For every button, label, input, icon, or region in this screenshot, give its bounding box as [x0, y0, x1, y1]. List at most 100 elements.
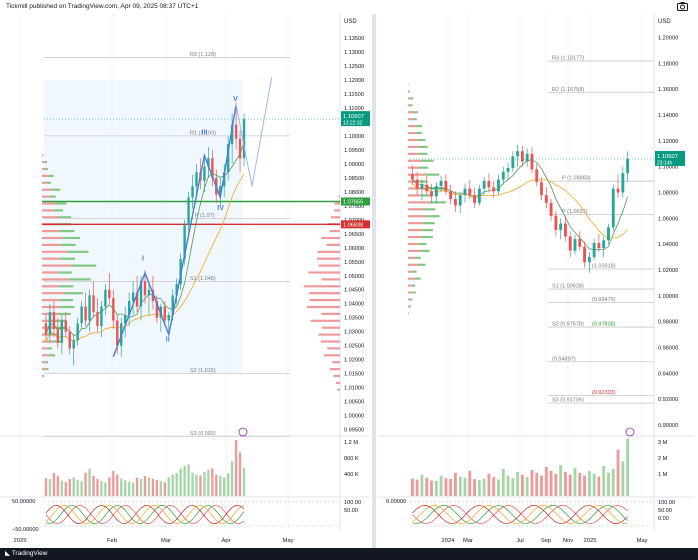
- volume-profile-bar: [334, 202, 340, 205]
- candle-body: [473, 195, 476, 203]
- volume-profile-bar: [303, 285, 340, 288]
- volume-profile-bar: [418, 242, 427, 246]
- volume-bar: [199, 475, 202, 496]
- volume-profile-bar: [418, 152, 428, 155]
- volume-bar: [449, 478, 453, 496]
- volume-bar: [573, 467, 577, 496]
- volume-profile-bar: [42, 285, 60, 288]
- candle-body: [611, 188, 615, 228]
- volume-bar: [549, 470, 553, 496]
- right-chart-pane[interactable]: USD 1.20000 1.18000 1.16000 1.14000 1.12000 1.…: [378, 12, 698, 548]
- pivot-level-label: (1.03918): [592, 264, 616, 270]
- volume-profile-bar: [418, 145, 428, 148]
- candle-body: [108, 289, 111, 299]
- candle-body: [143, 281, 147, 296]
- candle-body: [454, 198, 457, 206]
- candle-body: [506, 167, 510, 172]
- volume-profile-bar: [308, 292, 340, 295]
- pivot-level-label: R1 (1.100): [190, 130, 216, 136]
- price-tick-label: 1.13500: [344, 36, 364, 42]
- candle-body: [410, 174, 414, 180]
- volume-profile-bar: [408, 180, 419, 183]
- time-axis-label: Mar: [463, 538, 473, 544]
- time-axis-label: Feb: [107, 538, 117, 544]
- volume-profile-bar: [42, 250, 68, 253]
- volume-bar: [104, 482, 107, 496]
- volume-profile-bar: [42, 368, 46, 371]
- volume-profile-bar: [422, 222, 435, 225]
- volume-profile-bar: [47, 347, 52, 350]
- candle-body: [434, 186, 438, 197]
- price-tick-label: 1.16000: [658, 87, 678, 93]
- price-tick-label: 1.12000: [658, 139, 678, 145]
- volume-profile-bar: [60, 257, 76, 260]
- volume-profile-bar: [422, 159, 434, 162]
- volume-bar: [80, 481, 83, 496]
- volume-bar: [127, 481, 131, 496]
- volume-profile-bar: [310, 319, 340, 322]
- volume-profile-bar: [42, 195, 50, 198]
- volume-profile-bar: [408, 138, 418, 142]
- candle-body: [420, 184, 424, 189]
- price-tick-label: 1.13000: [344, 50, 364, 56]
- volume-bar: [487, 473, 491, 496]
- left-chart-pane[interactable]: USD 1.13500 1.13000 1.12500 1.12000 1.11500 1.…: [0, 14, 380, 548]
- price-tick-label: 1.04500: [344, 288, 364, 294]
- candle-body: [616, 188, 620, 193]
- volume-profile-bar: [67, 250, 89, 253]
- volume-tick-label: 3 M: [658, 440, 668, 446]
- moving-average-fast: [412, 159, 628, 251]
- time-axis-label: Sep: [541, 538, 551, 544]
- candle-body: [60, 320, 64, 343]
- left-chart-svg[interactable]: USD 1.13500 1.13000 1.12500 1.12000 1.11500 1.…: [0, 14, 380, 548]
- candle-body: [501, 171, 505, 180]
- volume-profile-bar: [428, 201, 447, 204]
- volume-bar: [592, 473, 596, 496]
- volume-profile-bar: [410, 298, 413, 301]
- candle-body: [444, 180, 448, 192]
- price-tick-label: 1.04000: [658, 242, 678, 248]
- candle-body: [430, 191, 433, 197]
- volume-profile-bar: [68, 278, 91, 281]
- volume-profile-bar: [408, 298, 411, 301]
- pane-divider[interactable]: [372, 14, 376, 548]
- right-chart-svg[interactable]: USD 1.20000 1.18000 1.16000 1.14000 1.12000 1.…: [378, 12, 698, 548]
- volume-profile-bar: [408, 291, 413, 294]
- oscillator-readout: 50.00000: [12, 499, 35, 505]
- price-tick-label: 0.92000: [658, 397, 678, 403]
- candle-body: [492, 187, 496, 192]
- camera-icon[interactable]: [677, 2, 688, 11]
- volume-profile-bar: [321, 326, 340, 329]
- price-tick-label: 1.14000: [658, 113, 678, 119]
- volume-profile-bar: [410, 104, 413, 107]
- candle-body: [573, 239, 577, 251]
- last-price-value: 1.10607: [343, 114, 364, 120]
- candle-body: [56, 328, 60, 343]
- volume-profile-bar: [42, 333, 51, 336]
- volume-profile-bar: [71, 264, 97, 267]
- volume-profile-bar: [52, 188, 61, 191]
- volume-profile-bar: [42, 209, 54, 212]
- volume-bar: [159, 481, 163, 496]
- volume-profile-bar: [408, 125, 416, 128]
- pivot-level-label: R2 (1.15758): [552, 87, 584, 93]
- volume-bar: [96, 479, 99, 496]
- volume-profile-bar: [318, 333, 340, 336]
- candle-body: [238, 138, 242, 159]
- volume-profile-bar: [42, 361, 46, 364]
- volume-bar: [238, 452, 242, 496]
- candle-body: [219, 186, 222, 195]
- pivot-level-label: S3 (0.992): [190, 431, 216, 437]
- price-tick-label: 1.01000: [344, 386, 364, 392]
- price-tick-label: 1.02500: [344, 344, 364, 350]
- volume-profile-bar: [42, 230, 60, 233]
- volume-bar: [597, 476, 601, 496]
- volume-bar: [131, 482, 135, 496]
- volume-bar: [92, 475, 95, 496]
- volume-bar: [516, 471, 520, 496]
- volume-bar: [430, 480, 433, 496]
- volume-bar: [52, 472, 56, 496]
- volume-profile-bar: [53, 209, 63, 212]
- footer-logo-text: TradingView: [11, 550, 48, 557]
- elliott-wave-path: [112, 104, 237, 358]
